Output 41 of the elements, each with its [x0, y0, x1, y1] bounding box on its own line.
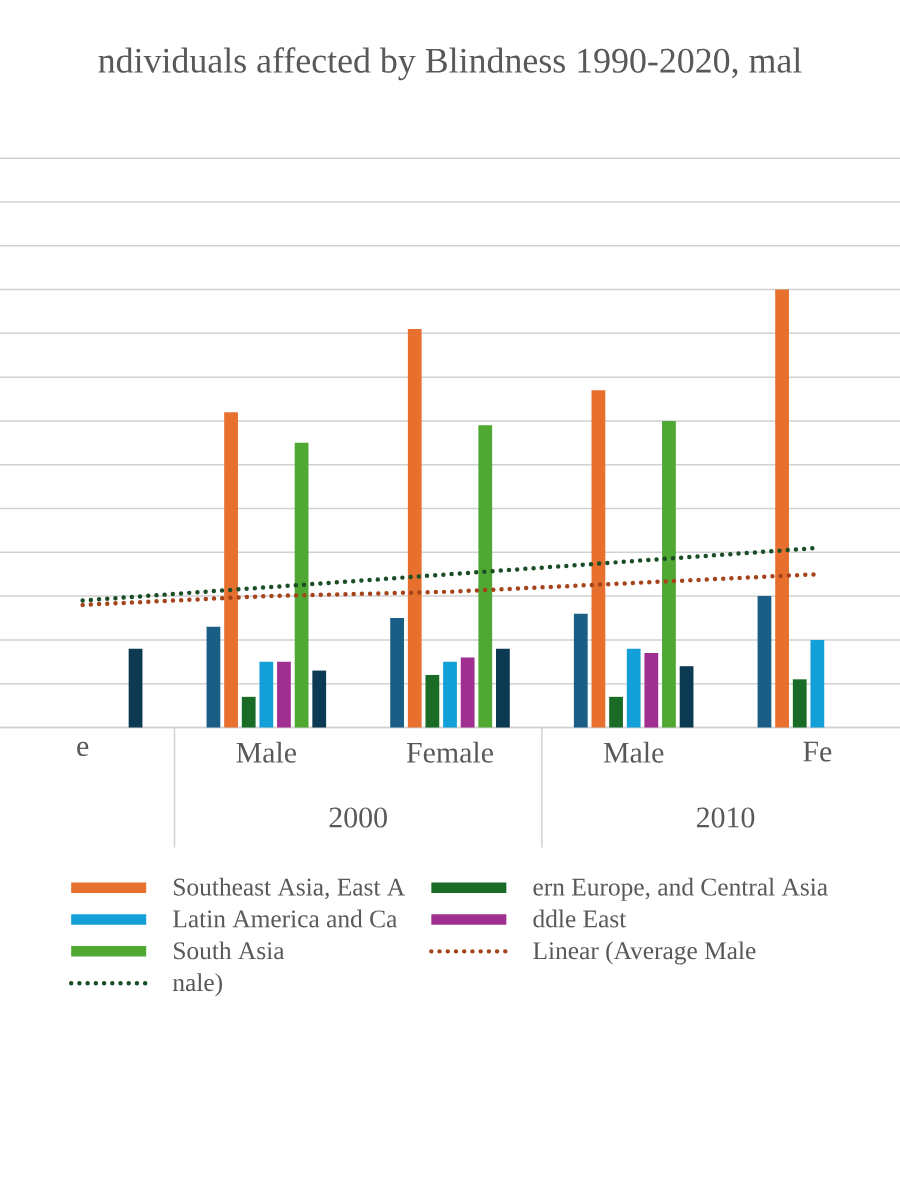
bar	[662, 420, 676, 728]
bar	[206, 626, 221, 728]
bar	[609, 696, 623, 728]
bar	[128, 648, 143, 728]
bar	[679, 666, 694, 728]
legend-label: Latin America and Ca	[173, 909, 398, 928]
bar	[241, 696, 256, 728]
bar	[312, 670, 327, 728]
x-tick-label: Female	[406, 741, 493, 763]
bar	[460, 657, 475, 728]
legend-label: Southeast Asia, East A	[174, 877, 405, 900]
bar	[443, 661, 457, 728]
bar	[390, 618, 404, 728]
bar	[591, 390, 606, 728]
chart-title: ndividuals affected by Blindness 1990-2020, mal	[98, 47, 802, 81]
legend-label: Linear (Average Male	[533, 941, 756, 965]
bar	[626, 648, 641, 728]
bar	[277, 661, 291, 728]
bar	[407, 328, 422, 728]
bar	[644, 653, 659, 728]
x-tick-label: Fe	[803, 741, 832, 762]
x-tick-label: e	[77, 741, 89, 757]
legend-label: South Asia	[174, 941, 285, 960]
text: 2010	[696, 807, 755, 828]
x-tick-label: Male	[603, 741, 664, 763]
bar	[425, 674, 440, 728]
bar	[224, 412, 238, 728]
bar	[810, 639, 825, 728]
bar	[775, 289, 789, 728]
bar	[496, 648, 510, 728]
bar	[259, 661, 274, 728]
legend-label: ddle East	[533, 909, 627, 928]
legend-label: ern Europe, and Central Asia	[533, 877, 828, 901]
text: 2000	[329, 807, 387, 828]
bar	[757, 596, 772, 728]
bar	[294, 442, 309, 728]
x-tick-label: Male	[236, 741, 297, 763]
legend-label: nale)	[172, 973, 222, 997]
bar	[478, 425, 493, 728]
bar	[573, 613, 588, 728]
bar	[792, 679, 807, 728]
